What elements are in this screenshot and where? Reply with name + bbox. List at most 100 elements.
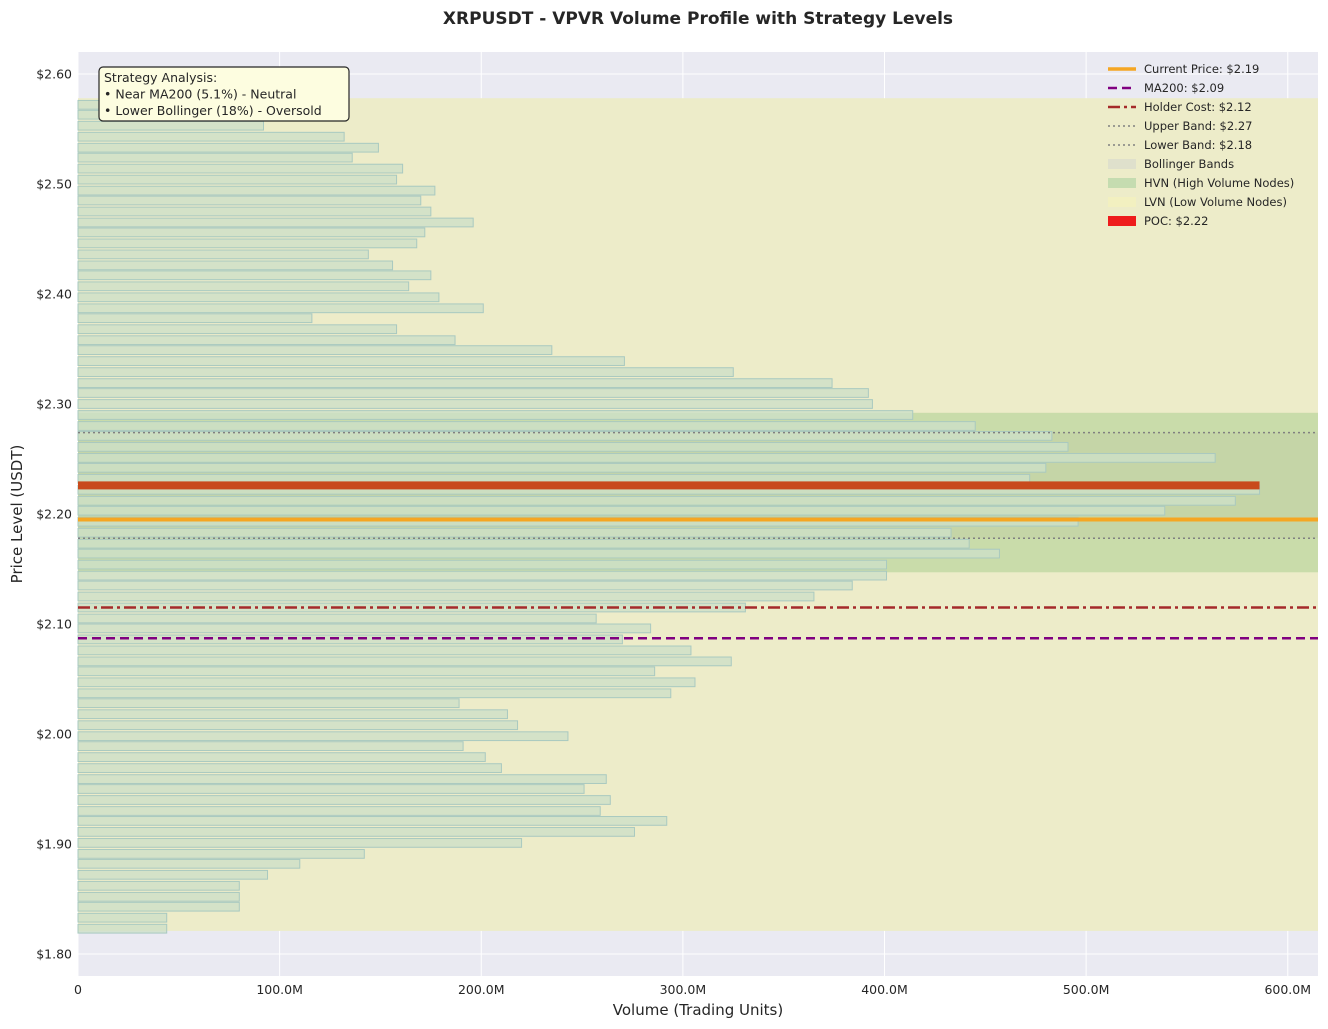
legend-swatch-7 xyxy=(1108,197,1136,207)
y-tick-label-6: $2.40 xyxy=(36,287,72,302)
volume-bar-12 xyxy=(77,795,611,805)
volume-bar-61 xyxy=(77,270,432,281)
volume-bar-16 xyxy=(77,752,486,762)
y-axis-ticks: $1.80 $1.90 $2.00 $2.10 $2.20 $2.30 $2.40 $2.50… xyxy=(36,67,72,962)
volume-bar-3 xyxy=(77,891,240,902)
volume-bar-10 xyxy=(77,816,668,826)
volume-bar-64 xyxy=(77,238,418,249)
volume-bar-59 xyxy=(77,292,440,303)
volume-bar-15 xyxy=(77,763,502,773)
y-tick-label-5: $2.30 xyxy=(36,397,72,412)
volume-bar-11 xyxy=(77,806,601,816)
volume-bar-54 xyxy=(77,345,553,355)
poc-bar xyxy=(78,481,1260,490)
volume-bar-51 xyxy=(77,378,833,388)
legend-label-8: POC: $2.22 xyxy=(1144,214,1208,228)
volume-bar-60 xyxy=(77,281,410,292)
volume-bar-70 xyxy=(77,174,398,185)
volume-bar-0 xyxy=(77,923,168,934)
volume-bar-24 xyxy=(77,666,656,677)
y-tick-label-0: $1.80 xyxy=(36,947,72,962)
volume-bar-23 xyxy=(77,677,696,688)
volume-bar-45 xyxy=(77,442,1069,452)
annotation-box xyxy=(98,66,350,122)
volume-bar-74 xyxy=(77,131,345,142)
volume-bar-17 xyxy=(77,741,464,751)
legend-label-7: LVN (Low Volume Nodes) xyxy=(1144,195,1287,209)
volume-bar-73 xyxy=(77,142,379,153)
x-tick-label-6: 600.0M xyxy=(1264,982,1311,997)
y-tick-label-1: $1.90 xyxy=(36,837,72,852)
legend-label-2: Holder Cost: $2.12 xyxy=(1144,100,1252,114)
volume-bar-67 xyxy=(77,206,432,217)
volume-bar-57 xyxy=(77,313,313,324)
volume-bar-53 xyxy=(77,356,625,366)
legend-label-6: HVN (High Volume Nodes) xyxy=(1144,176,1294,190)
legend-label-3: Upper Band: $2.27 xyxy=(1144,119,1252,133)
volume-bar-22 xyxy=(77,688,672,699)
volume-bar-52 xyxy=(77,367,734,377)
legend-label-1: MA200: $2.09 xyxy=(1144,81,1224,95)
volume-bar-34 xyxy=(77,559,888,570)
volume-bar-43 xyxy=(77,462,1047,473)
volume-bar-28 xyxy=(77,623,652,634)
legend-label-4: Lower Band: $2.18 xyxy=(1144,138,1252,152)
x-axis-label: Volume (Trading Units) xyxy=(613,1001,783,1019)
volume-bar-44 xyxy=(77,453,1216,463)
volume-bar-35 xyxy=(77,548,1000,559)
y-tick-label-8: $2.60 xyxy=(36,67,72,82)
volume-bar-39 xyxy=(77,505,1166,516)
volume-bar-71 xyxy=(77,163,404,174)
volume-bar-36 xyxy=(77,538,970,549)
volume-bar-40 xyxy=(77,495,1236,506)
x-tick-label-5: 500.0M xyxy=(1063,982,1110,997)
volume-bar-14 xyxy=(77,774,607,784)
x-tick-label-0: 0 xyxy=(74,982,82,997)
strategy-annotation: Strategy Analysis: • Near MA200 (5.1%) - … xyxy=(98,66,350,122)
volume-bar-72 xyxy=(77,152,353,163)
volume-bar-55 xyxy=(77,335,456,346)
volume-bar-56 xyxy=(77,324,398,335)
volume-bar-1 xyxy=(77,912,168,923)
x-tick-label-1: 100.0M xyxy=(256,982,303,997)
volume-bar-7 xyxy=(77,849,365,859)
legend-swatch-5 xyxy=(1108,159,1136,169)
volume-bar-29 xyxy=(77,613,597,624)
volume-bar-62 xyxy=(77,260,394,271)
volume-bar-38 xyxy=(77,516,1079,527)
legend-label-5: Bollinger Bands xyxy=(1144,157,1234,171)
volume-bar-66 xyxy=(77,217,474,228)
x-tick-label-4: 400.0M xyxy=(861,982,908,997)
chart-title: XRPUSDT - VPVR Volume Profile with Strat… xyxy=(443,9,953,29)
volume-bar-50 xyxy=(77,388,869,398)
volume-bar-63 xyxy=(77,249,369,260)
legend: Current Price: $2.19 MA200: $2.09 Holder C… xyxy=(1108,62,1294,228)
volume-bar-21 xyxy=(77,698,460,709)
volume-bar-33 xyxy=(77,570,888,581)
y-tick-label-3: $2.10 xyxy=(36,617,72,632)
y-tick-label-7: $2.50 xyxy=(36,177,72,192)
x-tick-label-2: 200.0M xyxy=(458,982,505,997)
volume-bar-58 xyxy=(77,303,484,314)
volume-bar-2 xyxy=(77,901,240,912)
volume-bar-8 xyxy=(77,838,523,848)
legend-swatch-8 xyxy=(1108,216,1136,226)
volume-bar-26 xyxy=(77,645,692,656)
volume-bar-18 xyxy=(77,731,569,742)
volume-bar-6 xyxy=(77,858,301,869)
x-axis-ticks: 0 100.0M 200.0M 300.0M 400.0M 500.0M 600.0M xyxy=(74,982,1311,997)
annotation-line-1: • Near MA200 (5.1%) - Neutral xyxy=(104,87,296,102)
volume-bar-4 xyxy=(77,880,240,891)
volume-bar-5 xyxy=(77,869,269,880)
annotation-line-2: • Lower Bollinger (18%) - Oversold xyxy=(104,103,322,118)
volume-bar-25 xyxy=(77,656,732,667)
volume-bar-31 xyxy=(77,591,815,602)
legend-swatch-6 xyxy=(1108,178,1136,188)
legend-label-0: Current Price: $2.19 xyxy=(1144,62,1259,76)
volume-bar-32 xyxy=(77,580,853,591)
y-tick-label-4: $2.20 xyxy=(36,507,72,522)
volume-bar-75 xyxy=(77,120,264,131)
volume-bar-69 xyxy=(77,185,436,196)
volume-bar-37 xyxy=(77,527,952,538)
